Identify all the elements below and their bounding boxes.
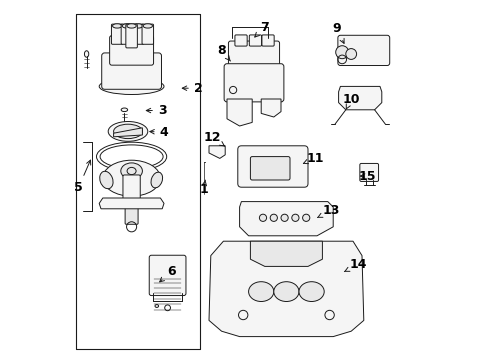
- FancyBboxPatch shape: [110, 36, 153, 65]
- FancyBboxPatch shape: [224, 64, 284, 102]
- FancyBboxPatch shape: [360, 163, 379, 181]
- Ellipse shape: [133, 24, 143, 28]
- Ellipse shape: [155, 305, 159, 307]
- FancyBboxPatch shape: [132, 24, 144, 44]
- Ellipse shape: [299, 282, 324, 302]
- Ellipse shape: [108, 122, 148, 141]
- Ellipse shape: [114, 124, 143, 139]
- Bar: [76, 14, 200, 349]
- Polygon shape: [339, 86, 382, 110]
- Text: 14: 14: [344, 258, 367, 272]
- FancyBboxPatch shape: [228, 41, 280, 71]
- Polygon shape: [261, 99, 281, 117]
- FancyBboxPatch shape: [249, 35, 262, 46]
- Ellipse shape: [121, 108, 127, 112]
- Text: 6: 6: [160, 265, 175, 282]
- Text: 4: 4: [150, 126, 169, 139]
- Ellipse shape: [151, 172, 163, 188]
- Text: 8: 8: [217, 44, 230, 61]
- Ellipse shape: [248, 282, 274, 302]
- Text: 11: 11: [303, 152, 324, 165]
- Polygon shape: [250, 241, 322, 266]
- FancyBboxPatch shape: [102, 53, 162, 89]
- FancyBboxPatch shape: [121, 24, 133, 44]
- FancyBboxPatch shape: [262, 35, 274, 46]
- Text: 13: 13: [318, 204, 340, 217]
- FancyBboxPatch shape: [111, 24, 123, 44]
- Circle shape: [303, 214, 310, 221]
- FancyBboxPatch shape: [126, 24, 137, 48]
- Text: 7: 7: [255, 21, 269, 37]
- Ellipse shape: [122, 24, 132, 28]
- Ellipse shape: [103, 160, 160, 196]
- Text: 5: 5: [74, 160, 91, 194]
- Ellipse shape: [113, 24, 122, 28]
- Circle shape: [336, 46, 349, 59]
- Ellipse shape: [99, 78, 164, 95]
- Bar: [76, 14, 200, 349]
- FancyBboxPatch shape: [149, 255, 186, 296]
- Text: 1: 1: [199, 180, 208, 196]
- Text: 15: 15: [359, 170, 376, 183]
- Circle shape: [259, 214, 267, 221]
- Circle shape: [346, 49, 357, 59]
- Text: 3: 3: [147, 104, 167, 117]
- Text: 9: 9: [333, 22, 344, 43]
- Ellipse shape: [84, 51, 89, 57]
- Ellipse shape: [143, 24, 152, 28]
- Polygon shape: [227, 99, 252, 126]
- Circle shape: [281, 214, 288, 221]
- Ellipse shape: [127, 24, 136, 28]
- Polygon shape: [209, 146, 225, 158]
- Text: 10: 10: [343, 93, 360, 109]
- Ellipse shape: [100, 171, 113, 189]
- Circle shape: [292, 214, 299, 221]
- Circle shape: [270, 214, 277, 221]
- Polygon shape: [240, 202, 333, 236]
- Ellipse shape: [121, 163, 143, 179]
- Ellipse shape: [274, 282, 299, 302]
- Polygon shape: [114, 128, 143, 137]
- Polygon shape: [99, 198, 164, 209]
- FancyBboxPatch shape: [123, 175, 140, 207]
- FancyBboxPatch shape: [250, 157, 290, 180]
- FancyBboxPatch shape: [338, 35, 390, 66]
- Polygon shape: [209, 241, 364, 337]
- FancyBboxPatch shape: [238, 146, 308, 187]
- FancyBboxPatch shape: [235, 35, 247, 46]
- Text: 12: 12: [204, 131, 224, 146]
- Text: 2: 2: [182, 82, 202, 95]
- FancyBboxPatch shape: [142, 24, 153, 44]
- FancyBboxPatch shape: [125, 201, 138, 224]
